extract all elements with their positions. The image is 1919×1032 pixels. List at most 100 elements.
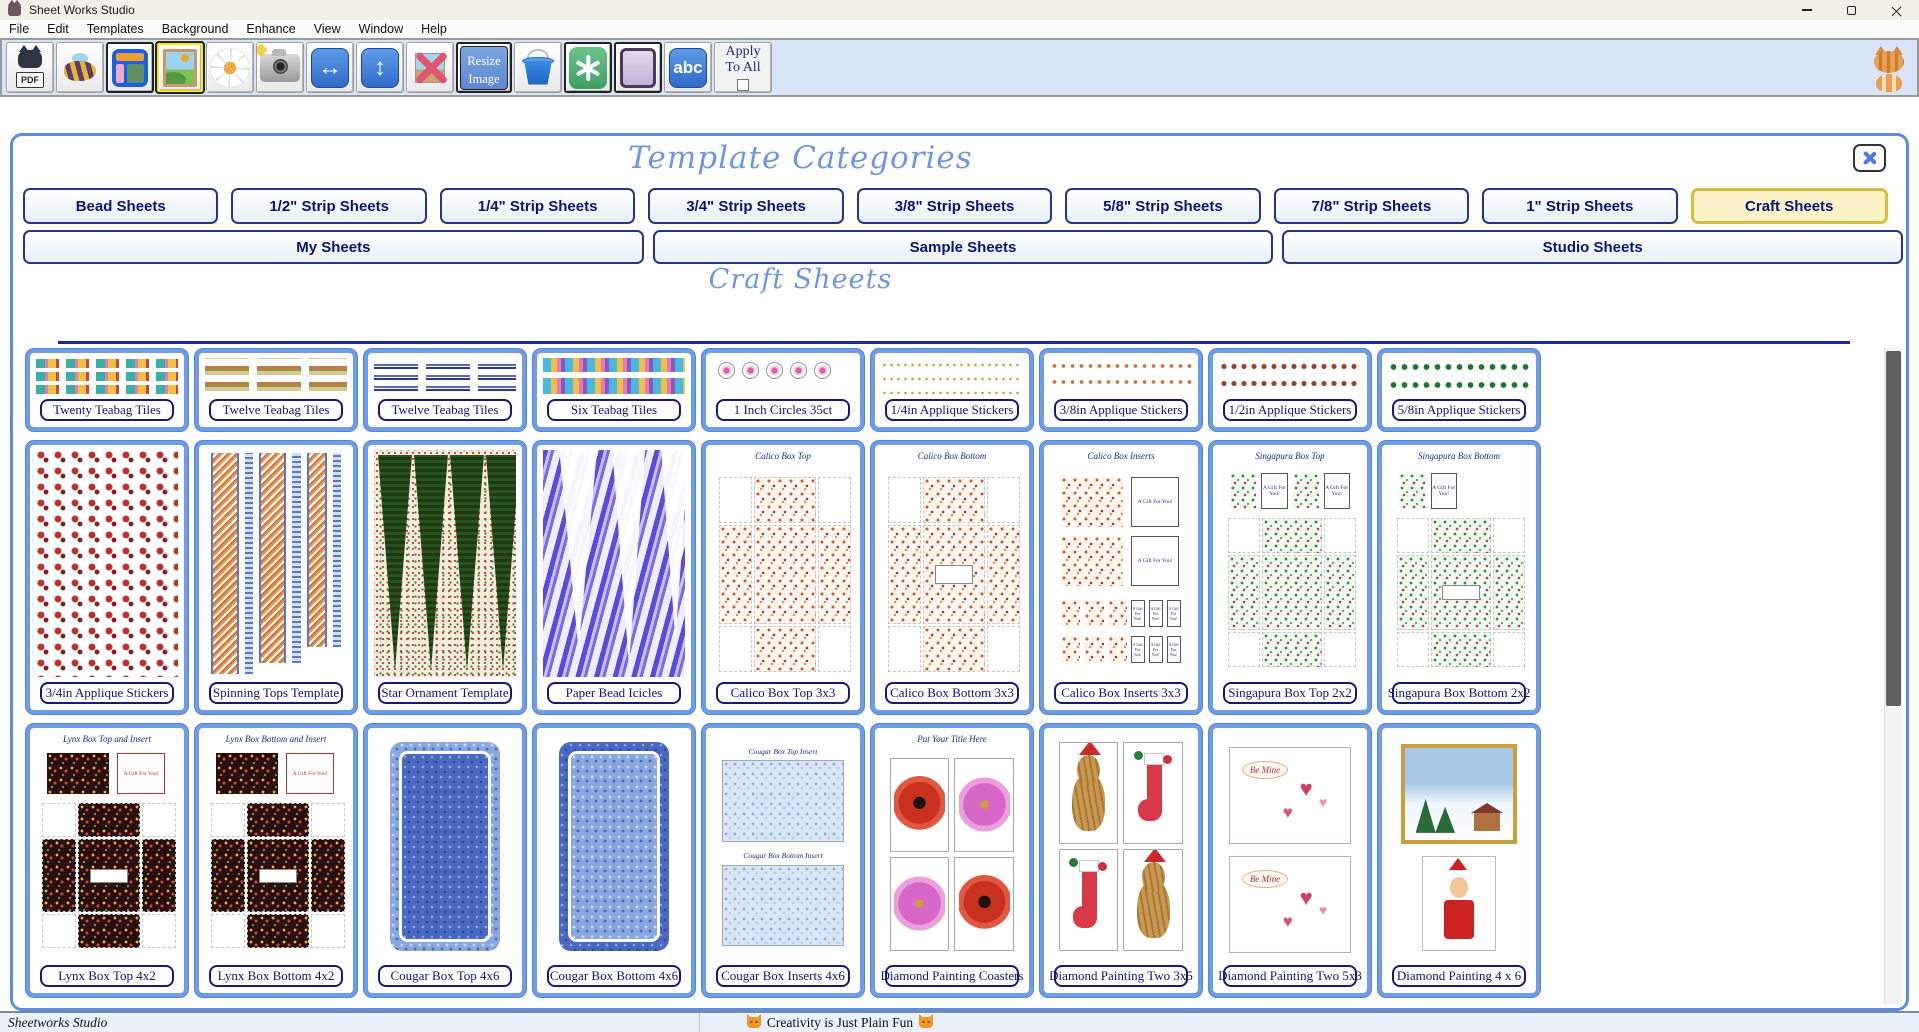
box-net [1396,518,1526,668]
card-inner: Diamond Painting 4 x 6 [1382,728,1536,993]
template-card-3-8in-applique-stickers[interactable]: 3/8in Applique Stickers [1039,348,1203,432]
paint-bucket-button[interactable] [514,42,562,93]
template-card-paper-bead-icicles[interactable]: Paper Bead Icicles [532,440,696,715]
template-card-cougar-box-inserts-4x6[interactable]: Cougar Box Top Insert Cougar Box Bottom I… [701,723,865,998]
pdf-cat-icon: PDF [13,44,47,88]
card-thumbnail [543,733,685,960]
scrollbar-thumb[interactable] [1886,351,1901,706]
net-corner [817,477,851,523]
template-card-singapura-box-top-2x2[interactable]: Singapura Box Top A Gift For You! A Gift F… [1208,440,1372,715]
apply-to-all-checkbox[interactable] [736,79,749,92]
category-tab-bead-sheets[interactable]: Bead Sheets [23,188,219,224]
asterisk-icon [569,46,607,89]
text-abc-button[interactable]: abc [664,42,712,93]
close-icon [1891,5,1902,16]
pine-tree [1415,798,1436,833]
template-card-1-inch-circles-35ct[interactable]: 1 Inch Circles 35ct [701,348,865,432]
template-card-six-teabag-tiles[interactable]: Six Teabag Tiles [532,348,696,432]
coaster-tile [954,757,1015,852]
template-card-calico-box-bottom-3x3[interactable]: Calico Box Bottom Calico Box Bottom 3x3 [870,440,1034,715]
category-tab-craft-sheets[interactable]: Craft Sheets [1690,188,1888,224]
card-inner: Cougar Box Bottom 4x6 [537,728,691,993]
template-card-diamond-painting-two-3x5[interactable]: Diamond Painting Two 3x5 [1039,723,1203,998]
maximize-button[interactable] [1829,0,1874,20]
template-card-twenty-teabag-tiles[interactable]: Twenty Teabag Tiles [25,348,189,432]
dialog-close-button[interactable] [1853,144,1886,172]
template-card-calico-box-top-3x3[interactable]: Calico Box Top Calico Box Top 3x3 [701,440,865,715]
template-card-lynx-box-bottom-4x2[interactable]: Lynx Box Bottom and Insert A Gift For You… [194,723,358,998]
camera-button[interactable] [256,42,304,93]
template-card-3-4in-applique-stickers[interactable]: 3/4in Applique Stickers [25,440,189,715]
net-corner [41,914,76,949]
category-tab-1-2-strip-sheets[interactable]: 1/2" Strip Sheets [231,188,427,224]
menu-background[interactable]: Background [161,22,229,36]
template-card-twelve-teabag-tiles[interactable]: Twelve Teabag Tiles [194,348,358,432]
template-card-diamond-painting-two-5x3[interactable]: Be Mine ♥ ♥ ♥ Be Mine ♥ ♥ ♥ Diamond Painting Two… [1208,723,1372,998]
abc-icon: abc [669,47,707,88]
template-card-diamond-painting-4-x-6[interactable]: Diamond Painting 4 x 6 [1377,723,1541,998]
strip [306,453,327,648]
vertical-scrollbar[interactable] [1884,348,1902,1004]
winter-scene [1400,744,1518,845]
category-tab-3-4-strip-sheets[interactable]: 3/4" Strip Sheets [648,188,844,224]
template-card-lynx-box-top-4x2[interactable]: Lynx Box Top and Insert A Gift For You! Ly… [25,723,189,998]
template-card-cougar-box-top-4x6[interactable]: Cougar Box Top 4x6 [363,723,527,998]
menu-window[interactable]: Window [358,22,404,36]
apply-to-all-button[interactable]: Apply To All [714,42,772,93]
menu-view[interactable]: View [313,22,341,36]
category-tab-7-8-strip-sheets[interactable]: 7/8" Strip Sheets [1273,188,1470,224]
stocking-leg [1081,865,1097,918]
section-title: Craft Sheets [708,264,893,295]
strip [244,453,253,674]
remove-image-button[interactable] [406,42,454,93]
category-tab-5-8-strip-sheets[interactable]: 5/8" Strip Sheets [1065,188,1261,224]
category-tab-3-8-strip-sheets[interactable]: 3/8" Strip Sheets [856,188,1053,224]
category-tab-sample-sheets[interactable]: Sample Sheets [652,230,1274,264]
template-card-cougar-box-bottom-4x6[interactable]: Cougar Box Bottom 4x6 [532,723,696,998]
pdf-export-button[interactable]: PDF [6,42,54,93]
template-card-diamond-painting-coasters[interactable]: Put Your Title Here Diamond Painting Coas… [870,723,1034,998]
resize-image-button[interactable]: Resize Image [456,42,512,93]
flip-vertical-button[interactable]: ↕ [356,42,404,93]
card-label-text: 3/4in Applique Stickers [45,685,169,700]
bucket-icon [521,48,555,85]
card-label: Singapura Box Bottom 2x2 [1388,682,1530,704]
template-card-star-ornament-template[interactable]: Star Ornament Template [363,440,527,715]
menu-file[interactable]: File [9,22,30,36]
menu-help[interactable]: Help [421,22,447,36]
purple-swatch-button[interactable] [614,42,662,93]
template-card-singapura-box-bottom-2x2[interactable]: Singapura Box Bottom A Gift For You! Singa… [1377,440,1541,715]
category-tab-1-4-strip-sheets[interactable]: 1/4" Strip Sheets [439,188,636,224]
template-card-1-4in-applique-stickers[interactable]: 1/4in Applique Stickers [870,348,1034,432]
minimize-button[interactable] [1784,0,1829,20]
template-card-calico-box-inserts-3x3[interactable]: Calico Box Inserts A Gift For You! A Gift … [1039,440,1203,715]
card-thumbnail [881,358,1023,394]
menu-edit[interactable]: Edit [47,22,69,36]
santa-tile [1422,855,1496,951]
gift-tile: A Gift For You! [1131,536,1180,587]
bee-icon [62,52,98,81]
close-window-button[interactable] [1874,0,1919,20]
category-tab-studio-sheets[interactable]: Studio Sheets [1282,230,1904,264]
insert-image-button[interactable] [155,41,205,94]
bee-button[interactable] [56,42,104,93]
layout-template-button[interactable] [106,42,154,93]
daisy-button[interactable] [206,42,254,93]
toolbar: PDF ↔ ↕ Resize Image [0,38,1919,97]
green-asterisk-button[interactable] [564,42,612,93]
template-card-twelve-teabag-tiles[interactable]: Twelve Teabag Tiles [363,348,527,432]
template-card-1-2in-applique-stickers[interactable]: 1/2in Applique Stickers [1208,348,1372,432]
net-flap [1262,518,1322,553]
gift-tile: A Gift For You! [1148,599,1163,628]
template-card-5-8in-applique-stickers[interactable]: 5/8in Applique Stickers [1377,348,1541,432]
card-thumbnail [543,450,685,677]
category-tab-my-sheets[interactable]: My Sheets [23,230,644,264]
menu-templates[interactable]: Templates [86,22,144,36]
menu-enhance[interactable]: Enhance [246,22,296,36]
be-mine-label: Be Mine [1241,760,1289,779]
category-tab-1-strip-sheets[interactable]: 1" Strip Sheets [1482,188,1678,224]
heart-icon: ♥ [1282,912,1293,932]
template-card-spinning-tops-template[interactable]: Spinning Tops Template [194,440,358,715]
title-bar: Sheet Works Studio [0,0,1919,20]
flip-horizontal-button[interactable]: ↔ [306,42,354,93]
